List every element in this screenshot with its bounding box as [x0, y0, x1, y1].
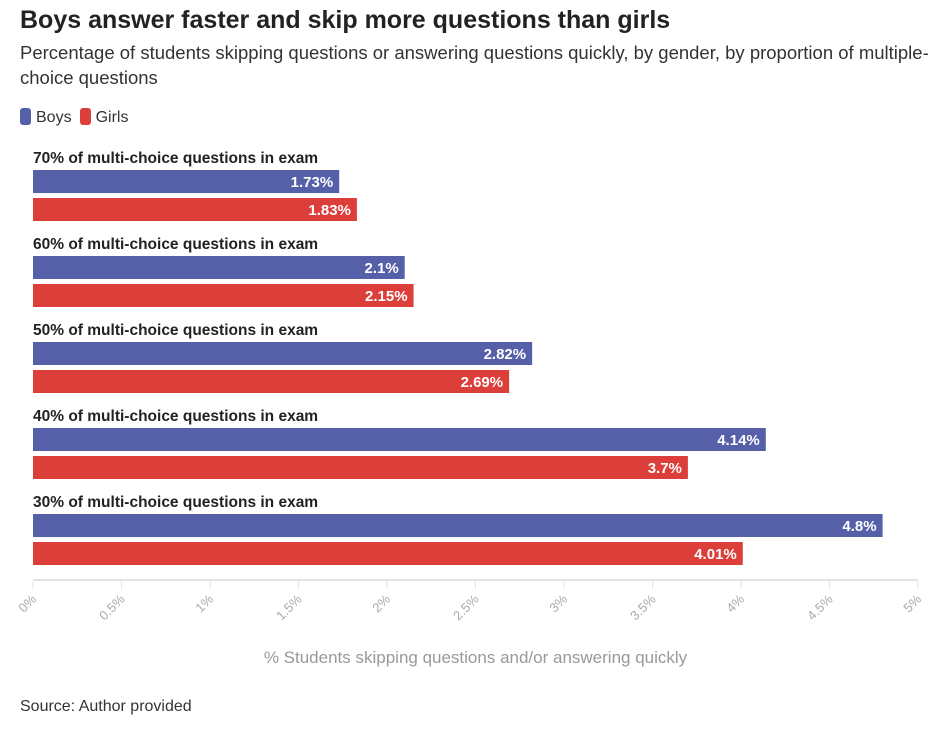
- data-label: 4.8%: [842, 518, 876, 535]
- bar-boys[interactable]: [33, 514, 883, 537]
- legend-swatch-girls: [79, 108, 91, 125]
- x-tick-label: 4.5%: [804, 591, 836, 623]
- data-label: 2.15%: [365, 288, 408, 305]
- legend-item-boys[interactable]: Boys: [20, 108, 72, 127]
- x-tick-label: 2.5%: [450, 591, 482, 623]
- legend-item-girls[interactable]: Girls: [79, 108, 129, 127]
- category-label: 40% of multi-choice questions in exam: [33, 408, 318, 425]
- source-note: Source: Author provided: [20, 698, 192, 715]
- chart-title: Boys answer faster and skip more questio…: [20, 6, 671, 34]
- legend-label-boys: Boys: [36, 109, 72, 126]
- data-label: 4.01%: [694, 546, 737, 563]
- category-label: 60% of multi-choice questions in exam: [33, 236, 318, 253]
- x-tick-label: 5%: [900, 591, 924, 615]
- bar-girls[interactable]: [33, 370, 510, 393]
- data-label: 2.69%: [461, 374, 504, 391]
- x-tick-label: 0.5%: [96, 591, 128, 623]
- legend: Boys Girls: [20, 108, 128, 127]
- bar-boys[interactable]: [33, 256, 405, 279]
- x-tick-label: 3.5%: [627, 591, 659, 623]
- data-label: 1.73%: [291, 174, 334, 191]
- x-tick-label: 4%: [723, 591, 747, 615]
- bar-boys[interactable]: [33, 428, 766, 451]
- x-tick-label: 1%: [192, 591, 216, 615]
- chart-subtitle: Percentage of students skipping question…: [20, 42, 929, 88]
- bar-boys[interactable]: [33, 170, 340, 193]
- x-tick-label: 1.5%: [273, 591, 305, 623]
- legend-label-girls: Girls: [95, 109, 129, 126]
- data-label: 2.1%: [364, 260, 398, 277]
- data-label: 1.83%: [308, 202, 351, 219]
- data-label: 3.7%: [648, 460, 682, 477]
- data-label: 2.82%: [484, 346, 527, 363]
- bar-boys[interactable]: [33, 342, 533, 365]
- legend-swatch-boys: [20, 108, 31, 125]
- category-label: 50% of multi-choice questions in exam: [33, 322, 318, 339]
- bar-chart: 70% of multi-choice questions in exam 1.7…: [15, 150, 924, 667]
- x-tick-label: 2%: [369, 591, 393, 615]
- category-label: 70% of multi-choice questions in exam: [33, 150, 318, 167]
- bar-girls[interactable]: [33, 456, 688, 479]
- x-tick-label: 0%: [15, 591, 39, 615]
- bar-girls[interactable]: [33, 284, 414, 307]
- bar-girls[interactable]: [33, 542, 743, 565]
- x-tick-label: 3%: [546, 591, 570, 615]
- category-label: 30% of multi-choice questions in exam: [33, 494, 318, 511]
- x-axis-label: % Students skipping questions and/or ans…: [264, 648, 688, 667]
- data-label: 4.14%: [717, 432, 760, 449]
- bar-girls[interactable]: [33, 198, 357, 221]
